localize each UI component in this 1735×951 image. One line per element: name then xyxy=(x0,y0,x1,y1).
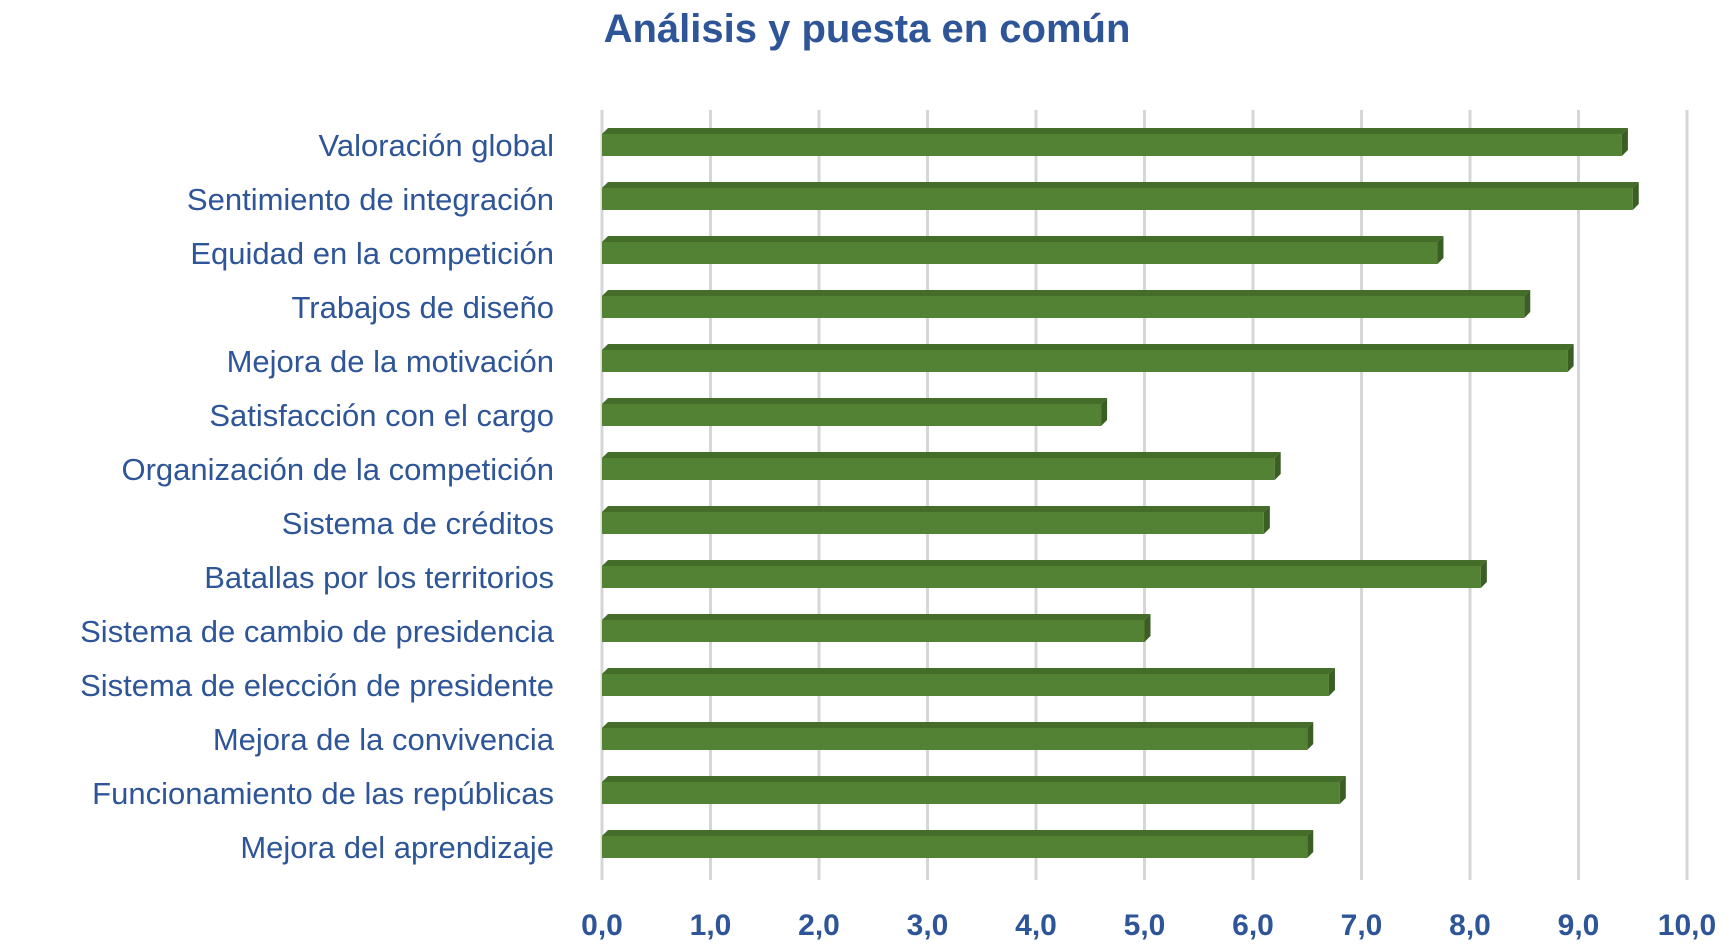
bar-top xyxy=(602,830,1314,836)
bar-top xyxy=(602,236,1444,242)
bar xyxy=(602,776,1346,804)
bars xyxy=(602,128,1639,858)
bar-face xyxy=(602,728,1308,750)
bar xyxy=(602,830,1314,858)
bar-face xyxy=(602,404,1102,426)
category-label: Funcionamiento de las repúblicas xyxy=(92,776,554,811)
bar-top xyxy=(602,668,1335,674)
category-label: Sistema de créditos xyxy=(282,506,554,541)
bar-face xyxy=(602,512,1264,534)
bar-face xyxy=(602,188,1633,210)
bar-face xyxy=(602,674,1329,696)
bar-side xyxy=(1339,776,1346,804)
bar-top xyxy=(602,128,1628,134)
bar-face xyxy=(602,836,1308,858)
bar-side xyxy=(1567,344,1574,372)
bar xyxy=(602,452,1281,480)
x-axis-tick-labels: 0,0 1,0 2,0 3,0 4,0 5,0 6,0 7,0 8,0 9,0 10,0 xyxy=(581,909,1716,942)
bar-side xyxy=(1144,614,1151,642)
bar-side xyxy=(1437,236,1444,264)
bar-face xyxy=(602,134,1622,156)
bar-side xyxy=(1480,560,1487,588)
bar-top xyxy=(602,560,1487,566)
x-tick-label: 2,0 xyxy=(798,909,840,942)
category-label: Sistema de cambio de presidencia xyxy=(80,614,555,649)
category-label: Trabajos de diseño xyxy=(291,290,554,325)
x-tick-label: 4,0 xyxy=(1015,909,1057,942)
bar xyxy=(602,236,1444,264)
category-labels: Valoración global Sentimiento de integrac… xyxy=(80,128,555,865)
x-tick-label: 3,0 xyxy=(907,909,949,942)
category-label: Mejora de la motivación xyxy=(227,344,554,379)
bar xyxy=(602,182,1639,210)
x-tick-label: 9,0 xyxy=(1558,909,1600,942)
category-label: Equidad en la competición xyxy=(190,236,554,271)
bar-top xyxy=(602,722,1314,728)
bar-face xyxy=(602,458,1275,480)
bar-side xyxy=(1621,128,1628,156)
category-label: Satisfacción con el cargo xyxy=(209,398,554,433)
bar-top xyxy=(602,614,1151,620)
bar-face xyxy=(602,242,1438,264)
x-tick-label: 5,0 xyxy=(1124,909,1166,942)
bar-side xyxy=(1101,398,1108,426)
category-label: Batallas por los territorios xyxy=(204,560,554,595)
bar-face xyxy=(602,296,1525,318)
bar xyxy=(602,506,1270,534)
bar-top xyxy=(602,290,1531,296)
bar-face xyxy=(602,782,1340,804)
category-label: Mejora del aprendizaje xyxy=(240,830,554,865)
bar-side xyxy=(1524,290,1531,318)
bar xyxy=(602,128,1628,156)
bar-side xyxy=(1263,506,1270,534)
category-label: Sistema de elección de presidente xyxy=(80,668,554,703)
x-tick-label: 1,0 xyxy=(690,909,732,942)
bar-side xyxy=(1307,722,1314,750)
bar xyxy=(602,668,1335,696)
category-label: Valoración global xyxy=(318,128,554,163)
category-label: Organización de la competición xyxy=(121,452,554,487)
bar-top xyxy=(602,776,1346,782)
bar-face xyxy=(602,566,1481,588)
category-label: Sentimiento de integración xyxy=(187,182,554,217)
bar-side xyxy=(1632,182,1639,210)
x-tick-label: 6,0 xyxy=(1232,909,1274,942)
gridlines xyxy=(600,110,1689,880)
x-tick-label: 10,0 xyxy=(1658,909,1716,942)
bar-top xyxy=(602,398,1108,404)
chart-title: Análisis y puesta en común xyxy=(604,7,1131,51)
x-tick-label: 7,0 xyxy=(1341,909,1383,942)
bar xyxy=(602,722,1314,750)
bar-side xyxy=(1307,830,1314,858)
x-tick-label: 8,0 xyxy=(1449,909,1491,942)
bar-top xyxy=(602,344,1574,350)
category-label: Mejora de la convivencia xyxy=(213,722,555,757)
bar-top xyxy=(602,452,1281,458)
bar xyxy=(602,344,1574,372)
x-tick-label: 0,0 xyxy=(581,909,623,942)
bar xyxy=(602,290,1531,318)
bar-top xyxy=(602,506,1270,512)
bar-top xyxy=(602,182,1639,188)
bar xyxy=(602,560,1487,588)
bar-side xyxy=(1274,452,1281,480)
bar-side xyxy=(1328,668,1335,696)
bar-face xyxy=(602,350,1568,372)
bar-face xyxy=(602,620,1145,642)
bar xyxy=(602,398,1108,426)
bar xyxy=(602,614,1151,642)
